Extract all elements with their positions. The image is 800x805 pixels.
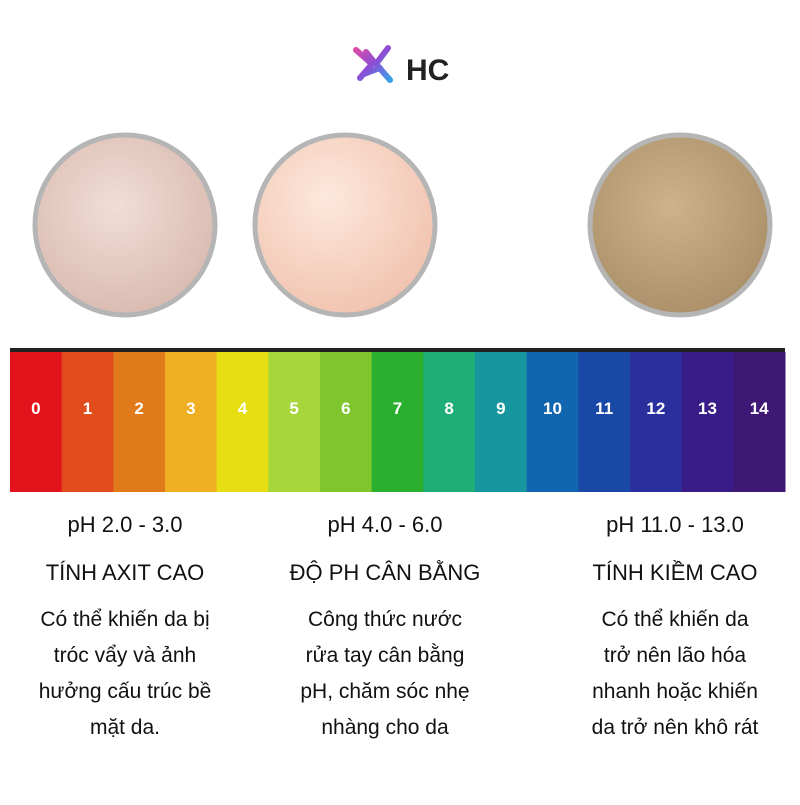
scale-cell [268, 352, 321, 492]
description-line: Có thể khiến da bị [40, 608, 209, 631]
description-line: rửa tay cân bằng [306, 644, 465, 667]
scale-cell [526, 352, 579, 492]
scale-cell [578, 352, 631, 492]
scale-cell [681, 352, 734, 492]
scale-cell [61, 352, 114, 492]
scale-label: 4 [238, 399, 248, 418]
description-line: mặt da. [90, 716, 160, 739]
description-line: tróc vẩy và ảnh [54, 644, 196, 667]
scale-label: 10 [543, 399, 562, 418]
scale-label: 14 [750, 399, 769, 418]
logo-text: HC [406, 54, 449, 87]
ph-range: pH 4.0 - 6.0 [328, 512, 443, 537]
scale-cell [630, 352, 683, 492]
column-title: ĐỘ PH CÂN BẰNG [290, 560, 481, 585]
scale-cell [371, 352, 424, 492]
scale-label: 6 [341, 399, 350, 418]
description-line: hưởng cấu trúc bề [39, 680, 212, 703]
column-title: TÍNH KIỀM CAO [592, 560, 757, 585]
scale-label: 8 [444, 399, 453, 418]
columns: pH 2.0 - 3.0 TÍNH AXIT CAO Có thể khiến da… [39, 512, 759, 739]
description-line: Công thức nước [308, 608, 462, 631]
description-line: pH, chăm sóc nhẹ [300, 680, 469, 703]
description-line: trở nên lão hóa [604, 644, 747, 667]
scale-cell [113, 352, 166, 492]
scale-cell [165, 352, 218, 492]
skin-images [32, 132, 773, 318]
description-line: nhàng cho da [321, 716, 449, 739]
scale-label: 5 [289, 399, 298, 418]
ph-range: pH 11.0 - 13.0 [606, 512, 744, 537]
description-line: nhanh hoặc khiến [592, 680, 758, 703]
scale-label: 13 [698, 399, 717, 418]
scale-border [10, 348, 785, 352]
column-title: TÍNH AXIT CAO [46, 560, 205, 585]
scale-label: 12 [646, 399, 665, 418]
ph-scale: 0 1 2 3 4 5 6 7 8 9 10 11 12 13 14 [10, 352, 786, 492]
scale-label: 2 [134, 399, 143, 418]
scale-cell [733, 352, 786, 492]
scale-cell [216, 352, 269, 492]
scale-label: 9 [496, 399, 505, 418]
scale-cell [320, 352, 373, 492]
description-line: Có thể khiến da [601, 608, 748, 631]
ph-range: pH 2.0 - 3.0 [68, 512, 183, 537]
scale-label: 7 [393, 399, 402, 418]
scale-label: 1 [83, 399, 92, 418]
scale-cell [423, 352, 476, 492]
scale-cell [10, 352, 63, 492]
scale-label: 3 [186, 399, 195, 418]
scale-label: 11 [595, 399, 613, 418]
scale-cell [475, 352, 528, 492]
scale-label: 0 [31, 399, 40, 418]
description-line: da trở nên khô rát [592, 716, 759, 739]
logo: HC [353, 45, 449, 87]
